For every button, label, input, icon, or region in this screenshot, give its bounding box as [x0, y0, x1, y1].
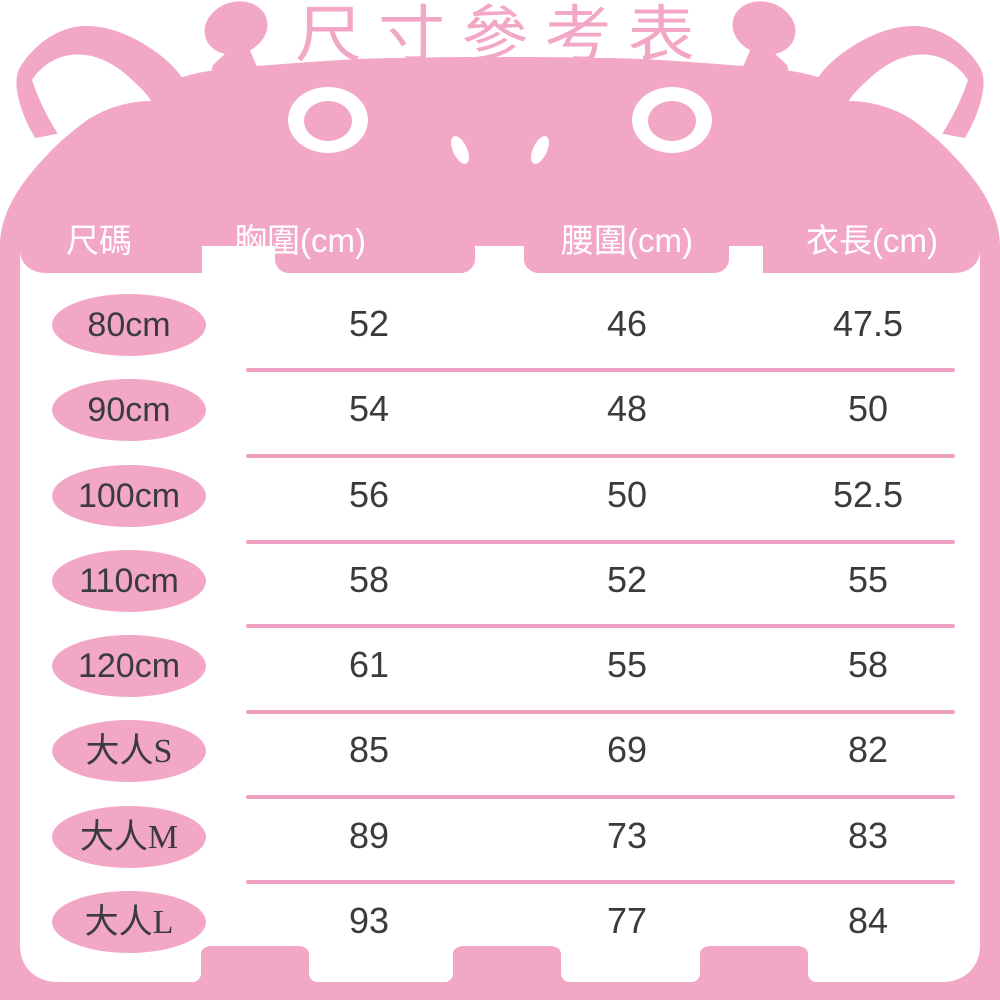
svg-text:93: 93 — [349, 900, 389, 941]
svg-text:尺碼: 尺碼 — [66, 222, 132, 259]
svg-text:90cm: 90cm — [87, 391, 170, 429]
svg-text:52.5: 52.5 — [833, 474, 903, 515]
svg-text:47.5: 47.5 — [833, 303, 903, 344]
svg-text:52: 52 — [349, 303, 389, 344]
svg-text:56: 56 — [349, 474, 389, 515]
svg-text:85: 85 — [349, 729, 389, 770]
svg-text:50: 50 — [607, 474, 647, 515]
svg-text:80cm: 80cm — [87, 306, 170, 344]
svg-text:54: 54 — [349, 388, 389, 429]
svg-text:大人M: 大人M — [80, 818, 178, 856]
svg-text:尺寸參考表: 尺寸參考表 — [295, 0, 711, 69]
svg-text:55: 55 — [848, 559, 888, 600]
svg-text:58: 58 — [848, 644, 888, 685]
svg-text:48: 48 — [607, 388, 647, 429]
svg-text:83: 83 — [848, 815, 888, 856]
svg-text:大人S: 大人S — [86, 732, 173, 770]
svg-text:89: 89 — [349, 815, 389, 856]
svg-text:82: 82 — [848, 729, 888, 770]
svg-text:100cm: 100cm — [78, 477, 180, 515]
svg-text:120cm: 120cm — [78, 647, 180, 685]
svg-text:73: 73 — [607, 815, 647, 856]
svg-text:77: 77 — [607, 900, 647, 941]
svg-text:110cm: 110cm — [79, 562, 179, 600]
svg-text:61: 61 — [349, 644, 389, 685]
svg-text:大人L: 大人L — [85, 903, 174, 941]
svg-text:58: 58 — [349, 559, 389, 600]
svg-text:衣長(cm): 衣長(cm) — [806, 222, 938, 259]
svg-text:84: 84 — [848, 900, 888, 941]
svg-text:胸圍(cm): 胸圍(cm) — [234, 222, 366, 259]
svg-text:46: 46 — [607, 303, 647, 344]
svg-text:50: 50 — [848, 388, 888, 429]
svg-text:52: 52 — [607, 559, 647, 600]
svg-text:55: 55 — [607, 644, 647, 685]
svg-text:69: 69 — [607, 729, 647, 770]
svg-text:腰圍(cm): 腰圍(cm) — [561, 222, 693, 259]
